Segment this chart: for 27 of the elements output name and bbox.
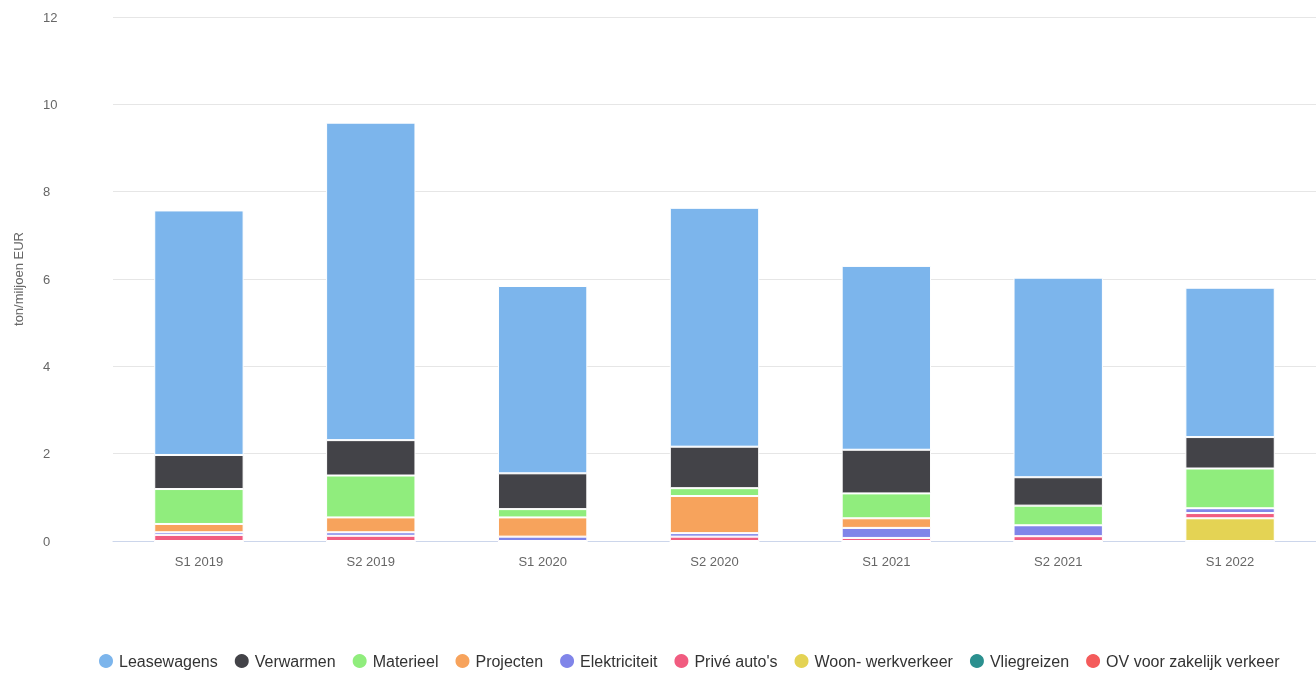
y-tick-label: 12	[43, 9, 58, 25]
x-tick-label: S2 2020	[690, 554, 739, 569]
bar	[154, 534, 244, 541]
legend-label: Vliegreizen	[989, 652, 1070, 670]
x-tick-label: S2 2021	[1034, 554, 1083, 569]
legend-label: Woon- werkverkeer	[814, 652, 954, 670]
x-tick-label: S1 2022	[1205, 554, 1255, 569]
y-axis-title: ton/miljoen EUR	[11, 232, 26, 326]
legend-label: Leasewagens	[119, 652, 218, 670]
legend-label: Projecten	[475, 652, 544, 670]
y-tick-label: 0	[43, 533, 51, 549]
y-tick-label: 8	[43, 184, 51, 200]
legend-label: Privé auto's	[694, 652, 778, 670]
y-tick-label: 2	[43, 446, 51, 462]
x-tick-label: S1 2019	[174, 554, 224, 569]
bar	[669, 536, 760, 541]
bar	[326, 535, 416, 541]
legend-label: Materieel	[372, 652, 439, 670]
x-tick-label: S2 2019	[346, 554, 395, 569]
y-tick-label: 4	[43, 358, 51, 374]
legend-label: Verwarmen	[254, 652, 336, 670]
x-tick-label: S1 2020	[518, 554, 567, 569]
x-tick-label: S1 2021	[862, 554, 911, 569]
legend-label: OV voor zakelijk verkeer	[1106, 652, 1281, 670]
y-tick-label: 10	[43, 96, 58, 112]
legend-label: Elektriciteit	[580, 652, 658, 670]
y-tick-label: 6	[43, 271, 51, 287]
